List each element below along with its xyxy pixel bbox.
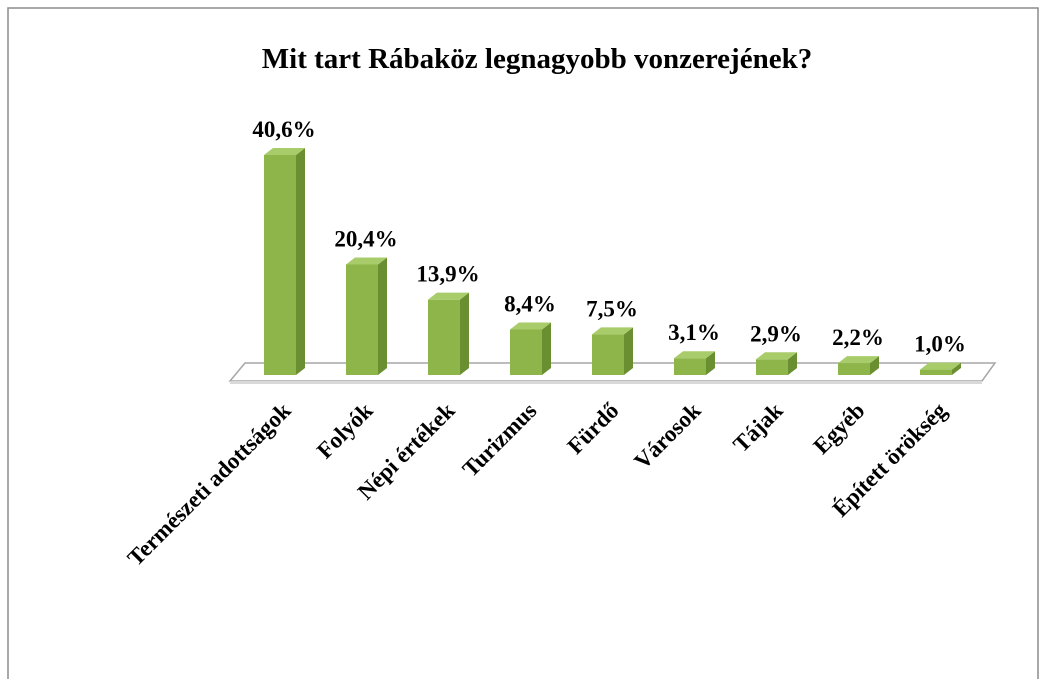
bar-side [542,322,551,375]
value-label: 8,4% [504,291,556,316]
value-label: 2,2% [832,325,884,350]
bar-top [592,327,633,335]
bar [428,292,469,375]
bar-top [346,257,387,265]
value-label: 1,0% [914,332,966,357]
bar [592,327,633,375]
bar-side [952,362,961,375]
bar [346,257,387,375]
bar [838,356,879,375]
value-label: 7,5% [586,296,638,321]
bar-front [838,363,870,375]
bar-front [920,369,952,375]
bar-side [706,351,715,375]
bar-front [264,155,296,375]
bar-top [674,351,715,359]
bar [920,362,961,375]
bar-front [346,264,378,375]
value-label: 3,1% [668,320,720,345]
value-label: 2,9% [750,321,802,346]
bar [264,148,305,375]
bar-top [756,352,797,360]
bar-top [428,292,469,300]
value-label: 40,6% [252,117,315,142]
bar [510,322,551,375]
bar-front [592,334,624,375]
bar-side [624,327,633,375]
bar-top [264,148,305,155]
bar-front [674,358,706,375]
bar [674,351,715,375]
bar-top [510,322,551,330]
bar-front [756,359,788,375]
bar-top [920,362,961,370]
value-label: 13,9% [416,262,479,287]
bar-front [510,329,542,375]
bar-side [788,352,797,375]
bar-front [428,299,460,375]
bar-side [460,292,469,375]
bar-side [296,148,305,375]
bar-top [838,356,879,364]
bar [756,352,797,375]
bar-side [870,356,879,375]
chart-title: Mit tart Rábaköz legnagyobb vonzerejének… [262,43,812,75]
bar-side [378,257,387,375]
floor-edge [230,381,982,384]
value-label: 20,4% [334,226,397,251]
